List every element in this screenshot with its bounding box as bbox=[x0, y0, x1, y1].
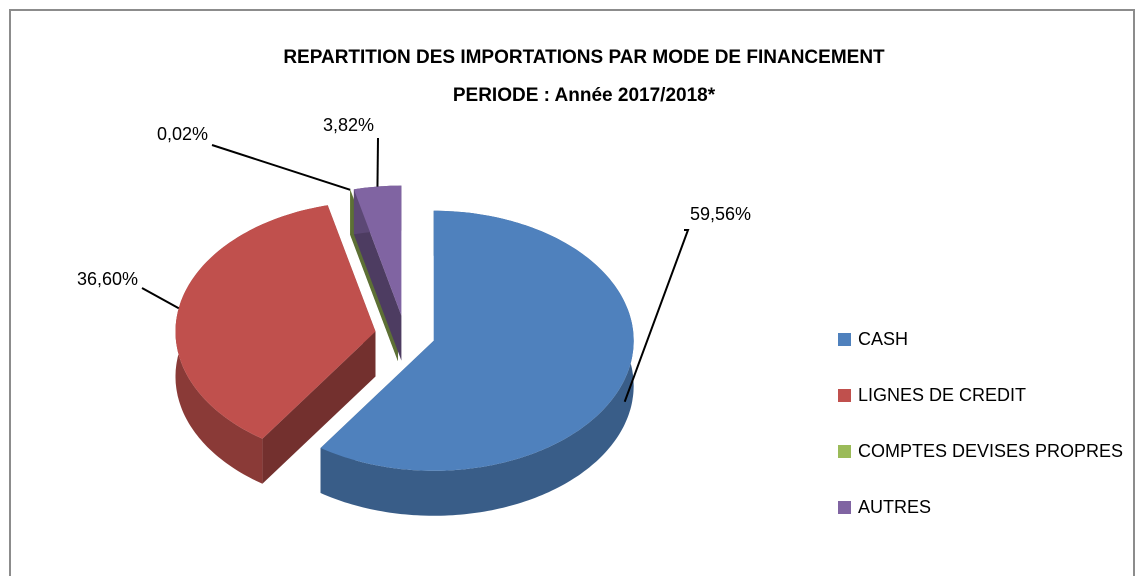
pie-slice bbox=[175, 205, 376, 484]
legend-label: AUTRES bbox=[858, 497, 931, 517]
data-label: 3,82% bbox=[323, 115, 374, 135]
legend-swatch bbox=[838, 333, 851, 346]
legend-label: LIGNES DE CREDIT bbox=[858, 385, 1026, 405]
slice-top bbox=[175, 205, 376, 439]
legend-swatch bbox=[838, 445, 851, 458]
pie-slice bbox=[353, 185, 402, 361]
pie-slice bbox=[320, 210, 634, 516]
legend-label: CASH bbox=[858, 329, 908, 349]
slice-side bbox=[320, 210, 634, 516]
data-label: 59,56% bbox=[690, 204, 751, 224]
slice-wall bbox=[262, 331, 376, 484]
leader-line bbox=[211, 144, 351, 191]
chart-subtitle: PERIODE : Année 2017/2018* bbox=[453, 85, 716, 106]
leader-line bbox=[623, 229, 690, 403]
legend-swatch bbox=[838, 389, 851, 402]
leader-line bbox=[376, 137, 379, 187]
slice-top bbox=[353, 185, 402, 316]
slice-top bbox=[320, 210, 634, 471]
data-label: 36,60% bbox=[77, 269, 138, 289]
legend-swatch bbox=[838, 501, 851, 514]
leader-line bbox=[141, 287, 180, 310]
legend-label: COMPTES DEVISES PROPRES bbox=[858, 441, 1123, 461]
chart-title: REPARTITION DES IMPORTATIONS PAR MODE DE… bbox=[283, 47, 885, 68]
data-label: 0,02% bbox=[157, 124, 208, 144]
